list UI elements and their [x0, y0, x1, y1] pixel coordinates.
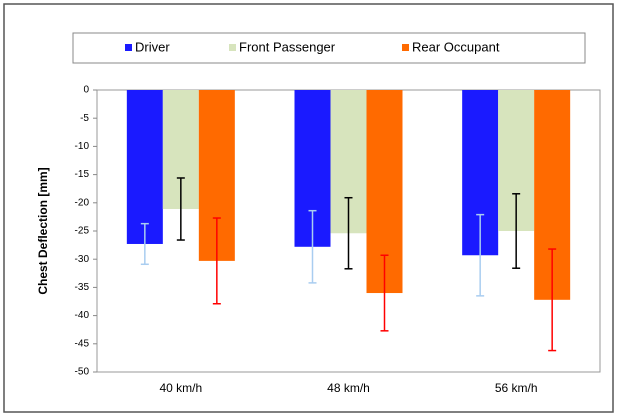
error-bar	[212, 217, 221, 305]
legend-label: Driver	[135, 39, 170, 54]
y-tick-label: -25	[75, 226, 90, 237]
legend-label: Front Passenger	[239, 39, 336, 54]
x-tick-label: 48 km/h	[327, 381, 370, 395]
y-tick-label: -35	[75, 282, 90, 293]
y-tick-label: -50	[75, 367, 90, 378]
y-tick-label: 0	[83, 85, 89, 96]
error-bar	[344, 196, 353, 270]
legend-swatch	[125, 44, 132, 51]
legend-swatch	[229, 44, 236, 51]
y-tick-label: -30	[75, 254, 90, 265]
y-tick-label: -10	[75, 141, 90, 152]
bar	[126, 90, 163, 244]
legend-label: Rear Occupant	[412, 39, 500, 54]
y-axis-label: Chest Deflection [mm]	[36, 167, 50, 294]
y-tick-label: -45	[75, 338, 90, 349]
x-tick-label: 56 km/h	[495, 381, 538, 395]
error-bar	[476, 213, 485, 297]
error-bar	[308, 209, 317, 284]
error-bar	[140, 222, 149, 266]
y-tick-label: -40	[75, 310, 90, 321]
error-bar	[512, 193, 521, 269]
error-bar	[176, 177, 185, 241]
y-tick-label: -5	[80, 113, 89, 124]
x-tick-label: 40 km/h	[159, 381, 202, 395]
error-bar	[548, 248, 557, 352]
legend-box	[72, 32, 586, 64]
y-tick-label: -15	[75, 169, 90, 180]
error-bar	[380, 254, 389, 332]
legend-swatch	[402, 44, 409, 51]
y-tick-label: -20	[75, 197, 90, 208]
